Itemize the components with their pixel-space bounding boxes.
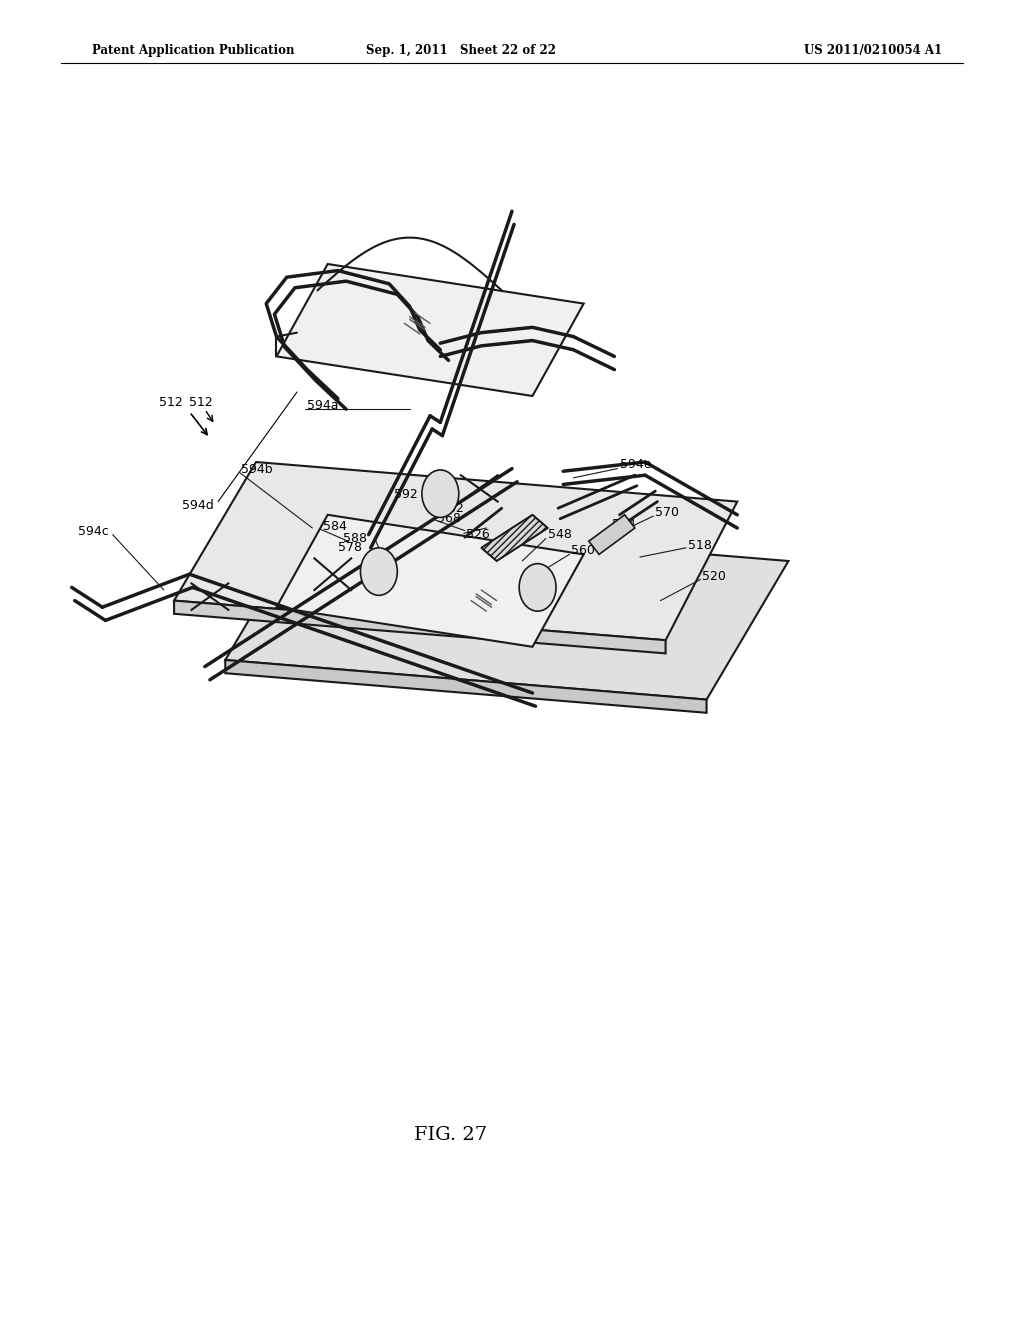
Text: US 2011/0210054 A1: US 2011/0210054 A1 [804, 44, 942, 57]
Text: 512: 512 [159, 396, 182, 409]
Text: 518: 518 [688, 539, 712, 552]
Text: 592: 592 [394, 488, 418, 502]
Circle shape [519, 564, 556, 611]
Text: 548: 548 [548, 528, 571, 541]
Text: Patent Application Publication: Patent Application Publication [92, 44, 295, 57]
Text: Sep. 1, 2011   Sheet 22 of 22: Sep. 1, 2011 Sheet 22 of 22 [366, 44, 556, 57]
Text: 578: 578 [338, 541, 361, 554]
Polygon shape [225, 660, 707, 713]
Text: 594b: 594b [241, 463, 272, 477]
Text: 584: 584 [323, 520, 346, 533]
Text: FIG. 27: FIG. 27 [414, 1126, 487, 1144]
Circle shape [422, 470, 459, 517]
Text: 588: 588 [343, 532, 367, 545]
Text: 512: 512 [189, 396, 213, 409]
Text: 526: 526 [466, 528, 489, 541]
Polygon shape [174, 462, 737, 640]
Text: 570: 570 [655, 506, 679, 519]
Circle shape [360, 548, 397, 595]
Polygon shape [276, 264, 584, 396]
Polygon shape [225, 521, 788, 700]
Text: 568: 568 [437, 512, 461, 525]
Polygon shape [174, 601, 666, 653]
Text: 560: 560 [571, 544, 595, 557]
Text: 562: 562 [440, 502, 464, 515]
Text: 594c: 594c [78, 525, 109, 539]
Text: 520: 520 [702, 570, 726, 583]
Polygon shape [276, 515, 584, 647]
Text: 594a: 594a [307, 399, 339, 412]
Text: 594e: 594e [620, 458, 651, 471]
Polygon shape [589, 515, 635, 554]
Text: 594d: 594d [182, 499, 214, 512]
Polygon shape [481, 515, 548, 561]
Text: 534: 534 [612, 517, 636, 531]
